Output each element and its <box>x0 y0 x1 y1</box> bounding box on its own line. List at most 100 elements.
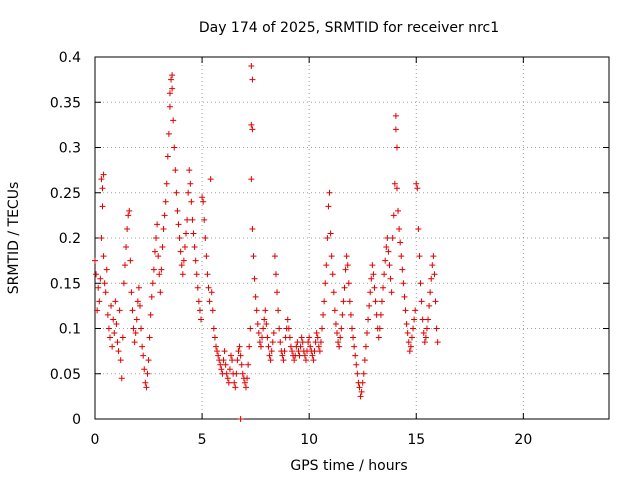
data-point <box>416 253 423 260</box>
data-point <box>97 275 104 282</box>
data-point <box>377 311 384 318</box>
y-axis-label: SRMTID / TECUs <box>6 182 22 295</box>
data-point <box>178 262 185 269</box>
data-point <box>242 384 249 391</box>
data-point <box>172 167 179 174</box>
data-point <box>241 379 248 386</box>
data-point <box>211 334 218 341</box>
data-point <box>205 284 212 291</box>
data-point <box>95 284 102 291</box>
data-point <box>244 375 251 382</box>
data-point <box>393 144 400 151</box>
data-point <box>361 357 368 364</box>
data-point <box>316 348 323 355</box>
data-point <box>145 357 152 364</box>
data-point <box>380 284 387 291</box>
data-point <box>383 244 390 251</box>
data-point <box>94 307 101 314</box>
data-point <box>221 348 228 355</box>
data-point <box>237 352 244 359</box>
data-point <box>158 266 165 273</box>
data-point <box>337 334 344 341</box>
data-point <box>170 117 177 124</box>
data-point <box>249 126 256 133</box>
data-point <box>248 63 255 70</box>
data-point <box>175 221 182 228</box>
data-point <box>129 307 136 314</box>
data-point <box>93 271 100 278</box>
data-point <box>150 266 157 273</box>
data-point <box>270 330 277 337</box>
data-point <box>147 311 154 318</box>
data-point <box>384 235 391 241</box>
data-point <box>362 343 369 350</box>
data-point <box>429 262 436 269</box>
data-point <box>203 253 210 260</box>
data-point <box>120 280 127 287</box>
data-point <box>339 311 346 318</box>
data-point <box>421 339 428 346</box>
data-point <box>330 289 337 296</box>
data-point <box>218 366 225 373</box>
data-point <box>346 298 353 305</box>
data-point <box>266 352 273 359</box>
data-point <box>169 85 176 92</box>
data-point <box>309 352 316 359</box>
data-point <box>320 311 327 318</box>
data-point <box>200 198 207 205</box>
data-point <box>417 280 424 287</box>
data-point <box>184 216 191 223</box>
data-point <box>146 334 153 341</box>
data-point <box>249 76 256 83</box>
data-point <box>96 298 103 305</box>
data-point <box>397 239 404 246</box>
data-point <box>193 271 200 278</box>
data-point <box>407 343 414 350</box>
data-point <box>331 307 338 314</box>
data-point <box>227 352 234 359</box>
data-point <box>186 167 193 174</box>
data-point <box>133 316 140 323</box>
y-tick-label: 0.05 <box>50 367 81 383</box>
x-axis: 0 5 10 15 20 <box>91 57 532 448</box>
data-point <box>220 357 227 364</box>
data-point <box>225 379 232 386</box>
data-point <box>279 352 286 359</box>
data-point <box>351 343 358 350</box>
data-point <box>128 289 135 296</box>
data-point <box>252 293 259 300</box>
data-point <box>188 198 195 205</box>
data-point <box>399 266 406 273</box>
data-point <box>366 302 373 309</box>
data-point <box>274 289 281 296</box>
data-point <box>263 320 270 327</box>
data-point <box>403 320 410 327</box>
data-point <box>349 325 355 332</box>
data-point <box>162 198 169 205</box>
data-point <box>109 343 116 350</box>
data-point <box>238 361 245 368</box>
data-point <box>103 266 110 273</box>
data-point <box>189 216 196 223</box>
data-point <box>425 316 432 323</box>
data-point <box>190 230 197 237</box>
data-point <box>105 325 112 332</box>
data-point <box>131 339 138 346</box>
data-point <box>98 176 105 183</box>
data-point <box>119 334 126 341</box>
data-point <box>305 339 312 346</box>
data-point <box>100 253 107 260</box>
data-point <box>176 235 183 241</box>
data-point <box>326 189 333 196</box>
data-point <box>261 316 268 323</box>
data-point <box>404 330 411 337</box>
data-point <box>164 153 171 160</box>
data-point <box>345 280 352 287</box>
data-point <box>322 280 329 287</box>
data-point <box>327 230 334 237</box>
data-point <box>254 320 261 327</box>
data-point <box>257 343 264 350</box>
y-tick-label: 0.25 <box>50 186 81 202</box>
data-point <box>367 289 374 296</box>
data-point <box>306 334 313 341</box>
